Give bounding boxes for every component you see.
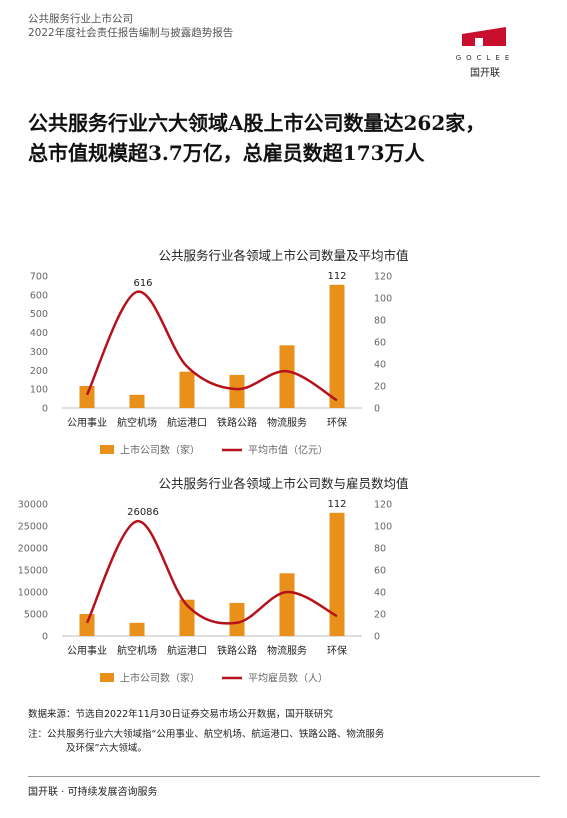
- x-axis-category-label: 航空机场: [117, 644, 157, 657]
- bar-环保: [329, 512, 345, 636]
- legend-bar-label: 上市公司数（家）: [120, 672, 200, 685]
- legend-bar-swatch: [100, 673, 114, 682]
- footnote-line-2: 及环保”六大领域。: [66, 743, 147, 754]
- data-label: 112: [327, 271, 346, 282]
- right-axis-tick-label: 60: [374, 566, 386, 577]
- footnote-line-1: 注：公共服务行业六大领域指“公用事业、航空机场、航运港口、铁路公路、物流服务: [28, 729, 385, 740]
- legend-bar-label: 上市公司数（家）: [120, 444, 200, 457]
- bar-航空机场: [129, 622, 145, 636]
- left-axis-tick-label: 600: [30, 290, 48, 301]
- data-source-note: 数据来源：节选自2022年11月30日证券交易市场公开数据，国开联研究: [28, 709, 333, 720]
- bar-铁路公路: [229, 603, 245, 636]
- x-axis-category-label: 环保: [327, 416, 347, 429]
- left-axis-tick-label: 25000: [18, 522, 48, 533]
- left-axis-tick-label: 100: [30, 385, 48, 396]
- report-series-title: 公共服务行业上市公司: [28, 13, 133, 25]
- report-header: 公共服务行业上市公司 2022年度社会责任报告编制与披露趋势报告: [28, 12, 233, 40]
- left-axis-tick-label: 0: [42, 632, 48, 643]
- right-axis-tick-label: 20: [374, 610, 386, 621]
- notes-block: 数据来源：节选自2022年11月30日证券交易市场公开数据，国开联研究 注：公共…: [28, 708, 548, 756]
- right-axis-tick-label: 120: [374, 272, 392, 283]
- left-axis-tick-label: 200: [30, 366, 48, 377]
- line-series-0: [85, 290, 338, 402]
- x-axis-category-label: 公用事业: [67, 644, 107, 657]
- left-axis-tick-label: 20000: [18, 544, 48, 555]
- left-axis-tick-label: 5000: [24, 610, 48, 621]
- x-axis-category-label: 铁路公路: [217, 644, 257, 657]
- bar-物流服务: [279, 345, 295, 408]
- left-axis-tick-label: 0: [42, 404, 48, 415]
- data-label: 26086: [127, 507, 159, 518]
- data-label: 616: [133, 278, 152, 289]
- right-axis-tick-label: 80: [374, 316, 386, 327]
- legend-line-label: 平均雇员数（人）: [248, 672, 328, 685]
- right-axis-tick-label: 40: [374, 360, 386, 371]
- logo-chinese-name: 国开联: [470, 68, 500, 79]
- page-headline: 公共服务行业六大领域A股上市公司数量达262家， 总市值规模超3.7万亿，总雇员…: [28, 108, 548, 168]
- headline-line-1: 公共服务行业六大领域A股上市公司数量达262家，: [28, 111, 486, 135]
- right-axis-tick-label: 120: [374, 500, 392, 511]
- right-axis-tick-label: 40: [374, 588, 386, 599]
- bar-公用事业: [79, 386, 95, 408]
- footer-divider: [28, 776, 540, 777]
- legend-bar-swatch: [100, 445, 114, 454]
- left-axis-tick-label: 10000: [18, 588, 48, 599]
- left-axis-tick-label: 500: [30, 309, 48, 320]
- x-axis-category-label: 物流服务: [267, 416, 307, 429]
- left-axis-tick-label: 30000: [18, 500, 48, 511]
- chart-1-title: 公共服务行业各领域上市公司数量及平均市值: [158, 248, 409, 263]
- chart-employees: 30000 25000 20000 15000 10000 5000 0 120 100 80 60…: [18, 499, 392, 685]
- goclee-logo: GOCLEE 国开联: [430, 10, 540, 79]
- chart-market-value: 7006005004003002001000120100806040200616…: [30, 271, 392, 457]
- chart-2-title: 公共服务行业各领域上市公司数与雇员数均值: [158, 476, 409, 491]
- right-axis-tick-label: 80: [374, 544, 386, 555]
- bar-航运港口: [179, 371, 195, 408]
- left-axis-tick-label: 700: [30, 272, 48, 283]
- left-axis-tick-label: 300: [30, 347, 48, 358]
- x-axis-category-label: 环保: [327, 644, 347, 657]
- headline-line-2: 总市值规模超3.7万亿，总雇员数超173万人: [28, 141, 425, 165]
- footer-text: 国开联 · 可持续发展咨询服务: [28, 787, 158, 798]
- logo-wordmark: GOCLEE: [455, 54, 515, 62]
- right-axis-tick-label: 0: [374, 632, 380, 643]
- bar-公用事业: [79, 614, 95, 636]
- right-axis-tick-label: 0: [374, 404, 380, 415]
- x-axis-category-label: 航运港口: [167, 416, 207, 429]
- right-axis-tick-label: 60: [374, 338, 386, 349]
- x-axis-category-label: 航空机场: [117, 416, 157, 429]
- report-title: 2022年度社会责任报告编制与披露趋势报告: [28, 27, 234, 39]
- x-axis-category-label: 航运港口: [167, 644, 207, 657]
- bar-航空机场: [129, 394, 145, 408]
- logo-mark-icon: [462, 27, 506, 46]
- left-axis-tick-label: 15000: [18, 566, 48, 577]
- right-axis-tick-label: 20: [374, 382, 386, 393]
- x-axis-category-label: 物流服务: [267, 644, 307, 657]
- data-label: 112: [327, 499, 346, 510]
- right-axis-tick-label: 100: [374, 522, 392, 533]
- x-axis-category-label: 铁路公路: [217, 416, 257, 429]
- legend-line-label: 平均市值（亿元）: [248, 444, 328, 457]
- bar-物流服务: [279, 573, 295, 636]
- left-axis-tick-label: 400: [30, 328, 48, 339]
- x-axis-category-label: 公用事业: [67, 416, 107, 429]
- line-series-1: [85, 519, 338, 625]
- footnote: 注：公共服务行业六大领域指“公用事业、航空机场、航运港口、铁路公路、物流服务 及…: [28, 728, 548, 756]
- right-axis-tick-label: 100: [374, 294, 392, 305]
- bar-铁路公路: [229, 375, 245, 408]
- bar-环保: [329, 284, 345, 408]
